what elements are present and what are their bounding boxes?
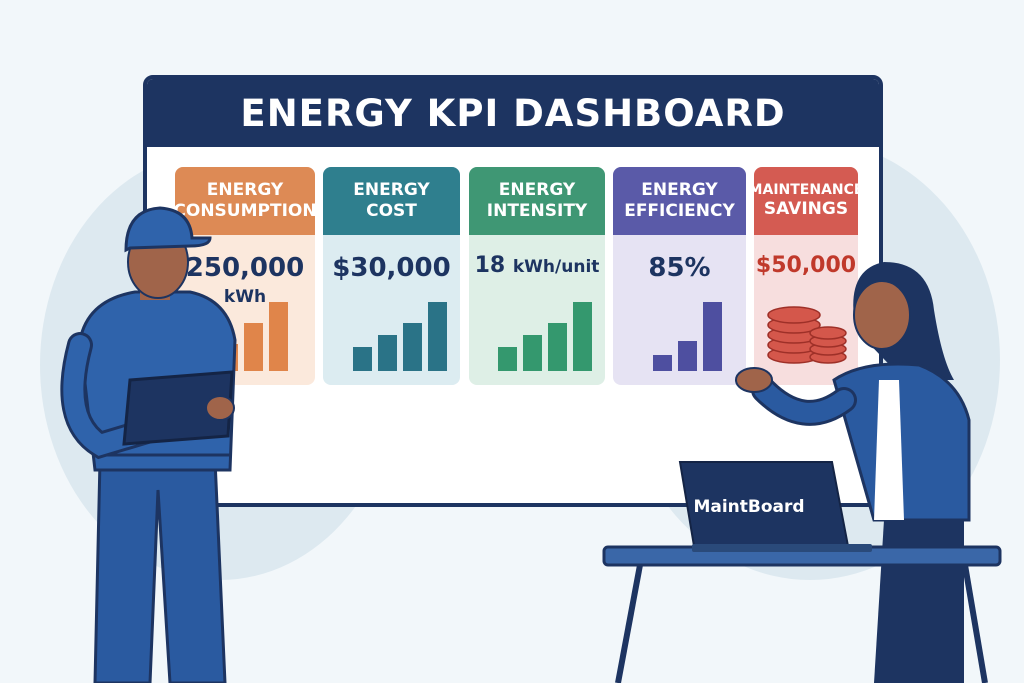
kpi-card-header: ENERGY INTENSITY <box>469 167 605 235</box>
kpi-card-title-line1: ENERGY <box>353 179 430 200</box>
kpi-bar <box>703 302 722 371</box>
kpi-bar <box>268 302 288 371</box>
kpi-card-maintenance-savings[interactable]: MAINTENANCE SAVINGS $50,000 <box>754 167 858 385</box>
kpi-card-title-line2: SAVINGS <box>763 199 849 220</box>
kpi-card-title-line2: CONSUMPTION <box>175 201 315 221</box>
kpi-card-value: $50,000 <box>755 253 857 278</box>
kpi-card-title-line2: COST <box>366 201 417 221</box>
kpi-bar <box>377 335 397 371</box>
kpi-bar-chart <box>613 281 746 371</box>
kpi-card-value: 18 kWh/unit <box>469 253 605 278</box>
kpi-card-title-line2: EFFICIENCY <box>624 201 735 221</box>
kpi-card-value: 85% <box>648 253 711 283</box>
kpi-bar <box>523 335 542 371</box>
kpi-card-header: MAINTENANCE SAVINGS <box>754 167 858 235</box>
kpi-card-header: ENERGY EFFICIENCY <box>613 167 746 235</box>
kpi-bar <box>573 302 592 371</box>
kpi-card-title-line1: ENERGY <box>206 179 284 200</box>
kpi-bar <box>243 323 263 371</box>
worker-illustration <box>60 206 237 683</box>
kpi-card-header: ENERGY COST <box>323 167 460 235</box>
desk-illustration <box>602 545 1002 683</box>
laptop-illustration <box>678 461 872 552</box>
kpi-bar <box>653 355 672 371</box>
kpi-card-title-line1: ENERGY <box>641 179 718 200</box>
kpi-bar <box>427 302 447 371</box>
kpi-card-value-unit: kWh/unit <box>512 257 600 277</box>
kpi-bar <box>548 323 567 371</box>
kpi-card-energy-intensity[interactable]: ENERGY INTENSITY 18 kWh/unit <box>469 167 605 385</box>
presenter-illustration <box>735 262 971 683</box>
kpi-bar <box>402 323 422 371</box>
kpi-card-value: 250,000 <box>185 253 305 283</box>
kpi-bar <box>498 347 517 371</box>
kpi-dashboard-board: ENERGY KPI DASHBOARD ENERGY CONSUMPTION … <box>143 75 883 507</box>
kpi-card-value-number: 18 <box>474 253 506 278</box>
laptop-brand-label: MaintBoard <box>693 497 805 517</box>
kpi-card-energy-efficiency[interactable]: ENERGY EFFICIENCY 85% <box>613 167 746 385</box>
kpi-card-title-line1: MAINTENANCE <box>754 181 858 198</box>
kpi-card-header: ENERGY CONSUMPTION <box>175 167 315 235</box>
kpi-bar-chart <box>469 281 605 371</box>
kpi-card-title-line2: INTENSITY <box>486 201 588 221</box>
kpi-card-title-line1: ENERGY <box>498 179 576 200</box>
kpi-card-energy-consumption[interactable]: ENERGY CONSUMPTION 250,000 kWh <box>175 167 315 385</box>
kpi-bar <box>352 347 372 371</box>
kpi-card-unit: kWh <box>223 287 267 307</box>
kpi-bar <box>678 341 697 371</box>
kpi-bar-chart <box>323 281 460 371</box>
kpi-card-energy-cost[interactable]: ENERGY COST $30,000 <box>323 167 460 385</box>
coin-stack-icon <box>767 306 847 364</box>
dashboard-title: ENERGY KPI DASHBOARD <box>147 79 879 147</box>
kpi-card-value: $30,000 <box>332 253 451 283</box>
